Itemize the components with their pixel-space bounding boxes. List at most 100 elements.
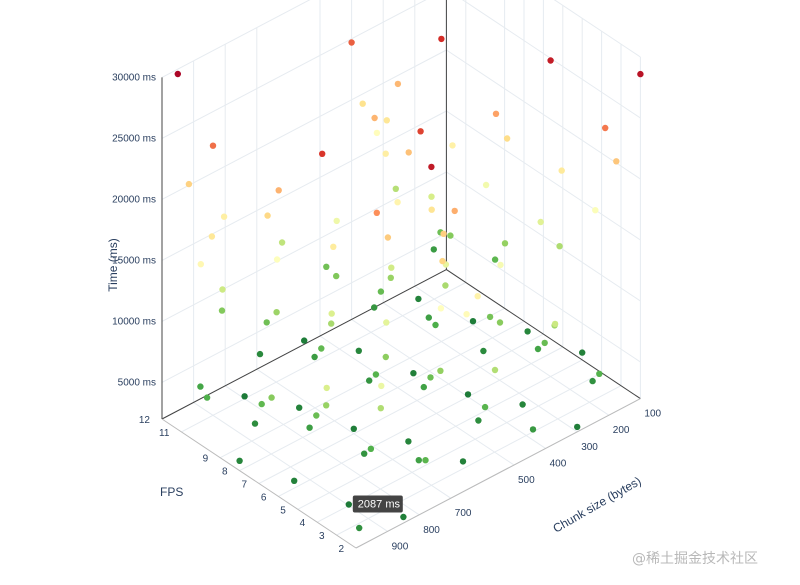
data-point[interactable]	[348, 39, 355, 46]
data-point[interactable]	[420, 383, 427, 391]
data-point[interactable]	[437, 367, 444, 374]
data-point[interactable]	[447, 232, 454, 239]
data-point[interactable]	[405, 149, 412, 156]
data-point[interactable]	[551, 320, 559, 328]
data-point[interactable]	[491, 366, 499, 374]
data-point[interactable]	[388, 264, 395, 271]
data-point[interactable]	[311, 353, 318, 361]
data-point[interactable]	[263, 319, 270, 326]
data-point[interactable]	[438, 35, 445, 43]
data-point[interactable]	[384, 234, 392, 241]
data-point[interactable]	[219, 286, 226, 293]
data-point[interactable]	[574, 423, 581, 431]
data-point[interactable]	[258, 400, 265, 408]
data-point[interactable]	[492, 110, 500, 118]
data-point[interactable]	[273, 309, 280, 316]
data-point[interactable]	[373, 209, 380, 216]
data-point[interactable]	[197, 261, 204, 268]
data-point[interactable]	[264, 212, 271, 219]
data-point[interactable]	[428, 193, 435, 200]
data-point[interactable]	[486, 313, 494, 321]
data-point[interactable]	[333, 217, 340, 225]
data-point[interactable]	[301, 337, 308, 344]
data-point[interactable]	[439, 257, 446, 265]
data-point[interactable]	[503, 135, 511, 142]
data-point[interactable]	[256, 350, 264, 358]
data-point[interactable]	[251, 420, 259, 427]
data-point[interactable]	[323, 263, 330, 270]
data-point[interactable]	[273, 256, 281, 263]
data-point[interactable]	[377, 405, 384, 412]
data-point[interactable]	[541, 339, 548, 347]
data-point[interactable]	[323, 402, 330, 409]
data-point[interactable]	[602, 124, 609, 132]
data-point[interactable]	[373, 129, 381, 137]
data-point[interactable]	[313, 412, 320, 419]
data-point[interactable]	[355, 347, 362, 354]
data-point[interactable]	[394, 80, 402, 88]
data-point[interactable]	[378, 382, 385, 390]
data-point[interactable]	[415, 295, 422, 303]
data-point[interactable]	[392, 185, 399, 192]
data-point[interactable]	[394, 199, 401, 206]
data-point[interactable]	[367, 445, 375, 452]
data-point[interactable]	[400, 513, 407, 521]
data-point[interactable]	[537, 218, 544, 226]
data-point[interactable]	[366, 377, 373, 384]
data-point[interactable]	[383, 319, 390, 326]
data-point[interactable]	[579, 349, 586, 356]
data-point[interactable]	[480, 347, 487, 355]
data-point[interactable]	[361, 450, 368, 457]
data-point[interactable]	[382, 150, 389, 157]
data-point[interactable]	[359, 100, 366, 107]
data-point[interactable]	[427, 374, 434, 381]
data-point[interactable]	[428, 163, 435, 171]
data-point[interactable]	[497, 261, 504, 269]
data-point[interactable]	[496, 319, 504, 326]
data-point[interactable]	[318, 345, 325, 352]
data-point[interactable]	[382, 353, 389, 361]
data-point[interactable]	[236, 457, 243, 464]
data-point[interactable]	[278, 239, 286, 246]
data-point[interactable]	[291, 477, 298, 484]
data-point[interactable]	[596, 370, 603, 377]
data-point[interactable]	[459, 458, 467, 465]
data-point[interactable]	[371, 114, 378, 122]
data-point[interactable]	[430, 246, 437, 253]
data-point[interactable]	[451, 207, 458, 215]
data-point[interactable]	[241, 393, 248, 400]
data-points[interactable]	[174, 35, 644, 532]
data-point[interactable]	[383, 117, 390, 124]
data-point[interactable]	[333, 272, 340, 280]
data-point[interactable]	[319, 150, 326, 157]
data-point[interactable]	[405, 438, 412, 445]
data-point[interactable]	[371, 304, 378, 311]
data-point[interactable]	[356, 524, 363, 532]
data-point[interactable]	[432, 321, 439, 329]
data-point[interactable]	[330, 243, 337, 250]
data-point[interactable]	[417, 128, 424, 135]
data-point[interactable]	[637, 70, 644, 78]
data-point[interactable]	[592, 207, 599, 214]
data-point[interactable]	[415, 457, 422, 464]
data-point[interactable]	[501, 240, 509, 247]
data-point[interactable]	[491, 256, 499, 263]
data-point[interactable]	[449, 142, 456, 149]
data-point[interactable]	[519, 401, 526, 408]
data-point[interactable]	[425, 314, 432, 321]
data-point[interactable]	[328, 310, 335, 317]
data-point[interactable]	[469, 318, 477, 325]
data-point[interactable]	[428, 206, 435, 213]
data-point[interactable]	[345, 501, 352, 508]
data-point[interactable]	[464, 391, 472, 398]
data-point[interactable]	[463, 311, 470, 318]
data-point[interactable]	[613, 158, 620, 165]
data-point[interactable]	[440, 230, 447, 237]
data-point[interactable]	[558, 167, 565, 174]
data-point[interactable]	[218, 307, 226, 314]
data-point[interactable]	[209, 142, 217, 149]
data-point[interactable]	[482, 181, 490, 189]
data-point[interactable]	[296, 404, 303, 411]
data-point[interactable]	[268, 394, 275, 401]
data-point[interactable]	[185, 180, 193, 188]
